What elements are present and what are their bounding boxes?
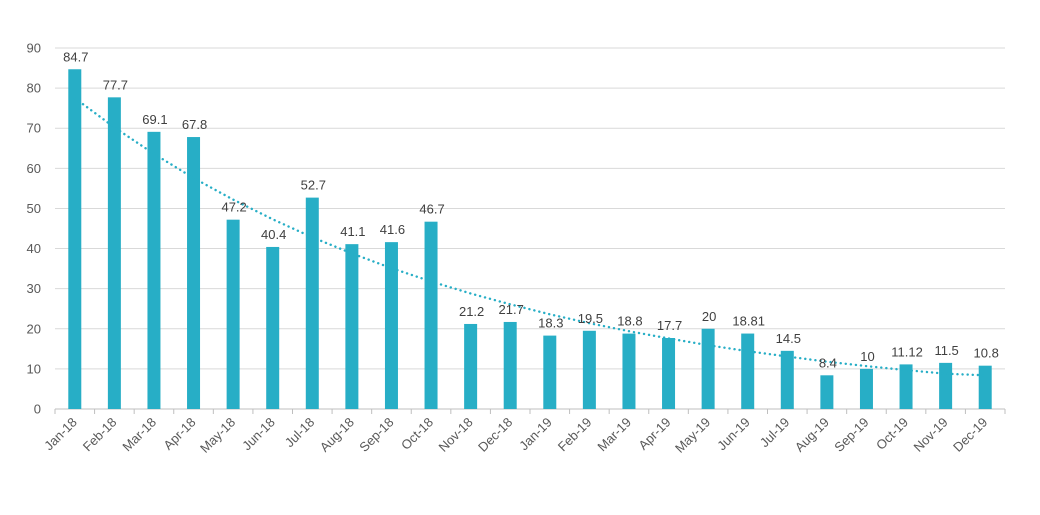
data-label: 77.7	[103, 77, 128, 92]
x-tick-label: Dec-18	[475, 415, 515, 455]
data-label: 41.6	[380, 222, 405, 237]
data-label: 52.7	[301, 178, 326, 193]
bar	[503, 321, 517, 409]
data-label: 17.7	[657, 318, 682, 333]
bar	[582, 330, 596, 409]
x-tick-label: Aug-18	[317, 415, 357, 455]
grid-layer	[55, 47, 1005, 410]
data-labels: 84.7 77.7 69.1 67.8 47.2 40.4 52.7 41.1 41.6 46.7…	[63, 49, 999, 370]
bars	[68, 69, 992, 410]
bar	[345, 244, 359, 409]
data-label: 84.7	[63, 49, 88, 64]
y-tick-label: 70	[27, 121, 41, 136]
data-label: 47.2	[221, 200, 246, 215]
y-axis-ticks: 0 10 20 30 40 50 60 70 80 90	[27, 41, 41, 417]
bar	[780, 350, 794, 409]
bar	[622, 333, 636, 409]
trendline	[73, 96, 987, 377]
bar	[187, 137, 201, 409]
y-tick-label: 80	[27, 81, 41, 96]
y-tick-label: 90	[27, 41, 41, 56]
y-tick-label: 60	[27, 161, 41, 176]
bar	[464, 323, 478, 409]
data-label: 10.8	[974, 346, 999, 361]
x-tick-label: Apr-19	[635, 415, 673, 453]
y-tick-label: 10	[27, 361, 41, 376]
x-tick-label: Dec-19	[950, 415, 990, 455]
bar	[68, 69, 82, 410]
x-tick-label: Jan-19	[516, 415, 555, 454]
bar	[978, 365, 992, 409]
x-tick-label: Apr-18	[160, 415, 198, 453]
bar	[384, 242, 398, 409]
trendline-layer	[73, 96, 987, 377]
data-label: 41.1	[340, 224, 365, 239]
x-tick-label: Oct-19	[873, 415, 911, 453]
data-label: 40.4	[261, 227, 286, 242]
x-tick-label: Feb-18	[80, 415, 120, 455]
data-label: 14.5	[776, 331, 801, 346]
y-tick-label: 20	[27, 321, 41, 336]
data-label: 20	[702, 309, 716, 324]
y-tick-label: 50	[27, 201, 41, 216]
data-label: 19.5	[578, 311, 603, 326]
bar	[662, 338, 676, 409]
bar	[701, 328, 715, 409]
data-label: 11.5	[934, 343, 958, 358]
bar	[939, 362, 953, 409]
data-label: 69.1	[142, 112, 167, 127]
bar	[543, 335, 557, 409]
y-tick-label: 40	[27, 241, 41, 256]
bar	[266, 246, 280, 409]
x-tick-label: Jul-18	[282, 415, 318, 451]
data-label: 21.2	[459, 304, 484, 319]
bar	[820, 375, 834, 409]
data-label: 11.12	[891, 344, 923, 359]
x-tick-label: May-18	[197, 415, 238, 456]
data-label: 46.7	[419, 202, 444, 217]
data-label: 18.8	[617, 314, 642, 329]
x-tick-label: Sep-18	[356, 415, 396, 455]
x-tick-label: Sep-19	[831, 415, 871, 455]
x-tick-label: Mar-19	[594, 415, 634, 455]
bar	[899, 364, 913, 409]
bar	[107, 97, 121, 409]
data-label: 21.7	[499, 302, 524, 317]
x-tick-label: Oct-18	[398, 415, 436, 453]
x-tick-label: Mar-18	[119, 415, 159, 455]
x-tick-label: Aug-19	[792, 415, 832, 455]
y-tick-label: 0	[34, 402, 41, 417]
x-tick-label: Nov-19	[910, 415, 950, 455]
x-tick-label: Jul-19	[757, 415, 793, 451]
x-tick-label: May-19	[672, 415, 713, 456]
bar	[147, 131, 161, 410]
bar	[424, 221, 438, 409]
data-label: 10	[860, 349, 874, 364]
bar	[859, 368, 873, 409]
bar	[305, 197, 319, 409]
data-label: 67.8	[182, 117, 207, 132]
y-tick-label: 30	[27, 281, 41, 296]
x-tick-label: Jun-19	[714, 415, 753, 454]
data-label: 18.81	[732, 314, 765, 329]
data-label: 18.3	[538, 316, 563, 331]
x-tick-label: Feb-19	[555, 415, 595, 455]
bar	[741, 333, 755, 409]
data-label: 8.4	[819, 355, 837, 370]
x-tick-label: Nov-18	[435, 415, 475, 455]
x-tick-label: Jan-18	[41, 415, 80, 454]
x-tick-label: Jun-18	[239, 415, 278, 454]
bar	[226, 219, 240, 409]
